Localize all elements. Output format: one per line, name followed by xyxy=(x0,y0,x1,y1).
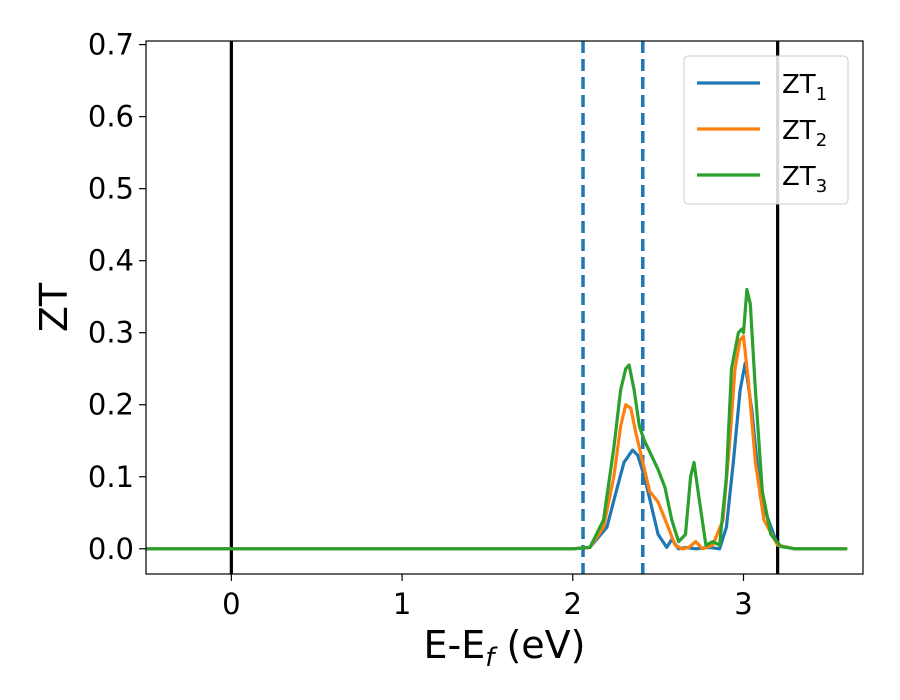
legend-label-2: ZT2 xyxy=(782,116,827,151)
x-axis-title: E-Ef (eV) xyxy=(424,623,586,673)
y-tick-label-0: 0.0 xyxy=(88,532,134,566)
y-tick-label-1: 0.1 xyxy=(88,460,134,494)
legend-box xyxy=(683,55,849,205)
plot-frame xyxy=(145,40,864,575)
x-axis-title-main: E-E xyxy=(424,623,486,667)
x-tick-label-3: 3 xyxy=(734,587,752,621)
x-tick-label-0: 0 xyxy=(222,587,240,621)
y-tick-label-3: 0.3 xyxy=(88,316,134,350)
x-tick-label-1: 1 xyxy=(393,587,411,621)
y-axis-title: ZT xyxy=(32,282,76,332)
legend-label-3: ZT3 xyxy=(782,162,827,197)
series-lines xyxy=(146,287,848,551)
x-axis-ticks: 0 1 2 3 xyxy=(222,574,753,621)
series-line-2 xyxy=(146,334,848,551)
y-tick-label-4: 0.4 xyxy=(88,244,134,278)
y-tick-label-5: 0.5 xyxy=(88,172,134,206)
legend-label-1: ZT1 xyxy=(782,70,827,105)
y-axis-ticks: 0.0 0.1 0.2 0.3 0.4 0.5 0.6 0.7 xyxy=(88,28,146,566)
y-tick-label-6: 0.6 xyxy=(88,100,134,134)
y-tick-label-7: 0.7 xyxy=(88,28,134,62)
series-line-3 xyxy=(146,287,848,551)
x-tick-label-2: 2 xyxy=(564,587,582,621)
y-tick-label-2: 0.2 xyxy=(88,388,134,422)
legend: ZT1 ZT2 ZT3 xyxy=(683,55,849,205)
x-axis-title-unit: (eV) xyxy=(494,623,585,667)
